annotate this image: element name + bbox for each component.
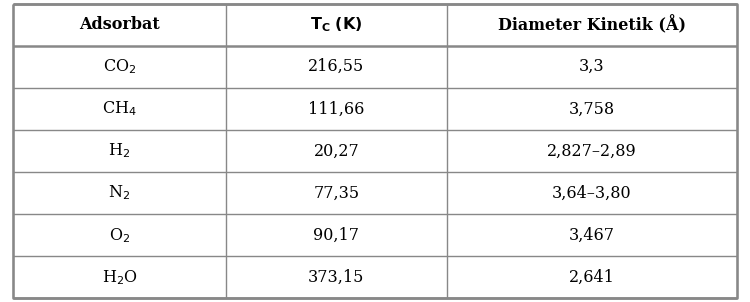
Text: 3,3: 3,3	[579, 58, 604, 75]
Text: 111,66: 111,66	[308, 100, 364, 117]
Text: O$_2$: O$_2$	[109, 226, 130, 245]
Text: 3,467: 3,467	[569, 227, 615, 244]
Text: 20,27: 20,27	[314, 143, 359, 159]
Text: H$_2$O: H$_2$O	[101, 268, 137, 287]
Text: CH$_4$: CH$_4$	[102, 100, 137, 118]
Text: Diameter Kinetik (Å): Diameter Kinetik (Å)	[498, 15, 686, 34]
Text: 373,15: 373,15	[308, 269, 364, 286]
Text: 3,64–3,80: 3,64–3,80	[552, 185, 632, 202]
Text: 90,17: 90,17	[314, 227, 359, 244]
Text: 216,55: 216,55	[308, 58, 364, 75]
Text: H$_2$: H$_2$	[109, 142, 130, 160]
Text: Adsorbat: Adsorbat	[80, 16, 160, 33]
Text: N$_2$: N$_2$	[109, 184, 130, 202]
Text: 3,758: 3,758	[568, 100, 615, 117]
Text: 2,827–2,89: 2,827–2,89	[547, 143, 637, 159]
Text: $\mathbf{T_C}$ $\mathbf{(K)}$: $\mathbf{T_C}$ $\mathbf{(K)}$	[310, 15, 363, 34]
Text: 77,35: 77,35	[314, 185, 359, 202]
Text: CO$_2$: CO$_2$	[103, 57, 136, 76]
Text: 2,641: 2,641	[569, 269, 615, 286]
